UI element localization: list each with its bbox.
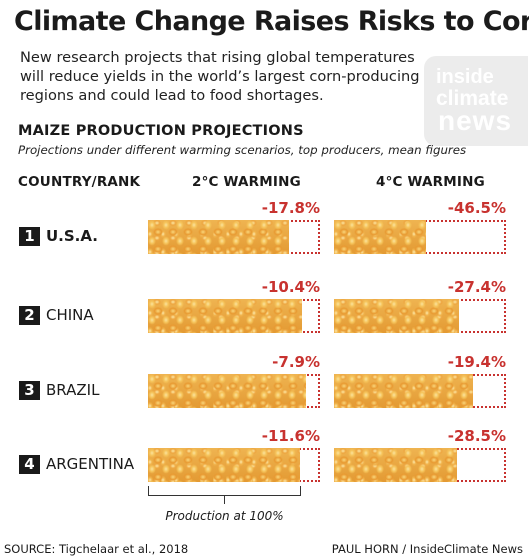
logo-word-news: news bbox=[438, 105, 513, 136]
rank-badge: 4 bbox=[19, 455, 40, 474]
production-bar-outline bbox=[334, 374, 506, 408]
production-bar-fill bbox=[148, 448, 300, 482]
column-header-4c: 4°C WARMING bbox=[376, 174, 485, 190]
baseline-bracket bbox=[148, 486, 301, 496]
rank-badge: 2 bbox=[19, 306, 40, 325]
rank-badge: 3 bbox=[19, 381, 40, 400]
insideclimate-news-logo: inside climate news bbox=[424, 56, 528, 146]
country-label: ARGENTINA bbox=[46, 455, 135, 473]
rank-badge: 1 bbox=[19, 227, 40, 246]
section-subtitle: Projections under different warming scen… bbox=[18, 143, 467, 157]
change-data-label: -46.5% bbox=[447, 199, 506, 217]
column-header-country: COUNTRY/RANK bbox=[18, 174, 141, 190]
production-bar-fill bbox=[148, 220, 289, 254]
production-bar-outline bbox=[148, 374, 320, 408]
baseline-bracket-tick bbox=[224, 496, 225, 504]
logo-word-inside: inside bbox=[436, 66, 494, 88]
baseline-label: Production at 100% bbox=[165, 509, 284, 523]
production-bar-outline bbox=[148, 448, 320, 482]
country-label: BRAZIL bbox=[46, 381, 100, 399]
production-bar-fill bbox=[334, 220, 426, 254]
change-data-label: -7.9% bbox=[272, 353, 320, 371]
country-label: U.S.A. bbox=[46, 227, 98, 245]
section-title: MAIZE PRODUCTION PROJECTIONS bbox=[18, 123, 304, 139]
logo-word-climate: climate bbox=[436, 87, 509, 110]
production-bar-outline bbox=[334, 220, 506, 254]
chart-title: Climate Change Raises Risks to Corn bbox=[14, 6, 529, 37]
change-data-label: -27.4% bbox=[447, 278, 506, 296]
column-header-2c: 2°C WARMING bbox=[192, 174, 301, 190]
chart-subtitle: New research projects that rising global… bbox=[20, 49, 420, 104]
production-bar-fill bbox=[148, 299, 302, 333]
country-label: CHINA bbox=[46, 306, 94, 324]
production-bar-fill bbox=[148, 374, 306, 408]
change-data-label: -11.6% bbox=[261, 427, 320, 445]
source-credit: SOURCE: Tigchelaar et al., 2018 bbox=[4, 542, 189, 556]
production-bar-outline bbox=[334, 299, 506, 333]
production-bar-outline bbox=[148, 299, 320, 333]
author-credit: PAUL HORN / InsideClimate News bbox=[331, 542, 523, 556]
change-data-label: -19.4% bbox=[447, 353, 506, 371]
production-bar-fill bbox=[334, 448, 457, 482]
change-data-label: -10.4% bbox=[261, 278, 320, 296]
production-bar-fill bbox=[334, 299, 459, 333]
production-bar-outline bbox=[148, 220, 320, 254]
production-bar-fill bbox=[334, 374, 473, 408]
production-bar-outline bbox=[334, 448, 506, 482]
change-data-label: -17.8% bbox=[261, 199, 320, 217]
change-data-label: -28.5% bbox=[447, 427, 506, 445]
